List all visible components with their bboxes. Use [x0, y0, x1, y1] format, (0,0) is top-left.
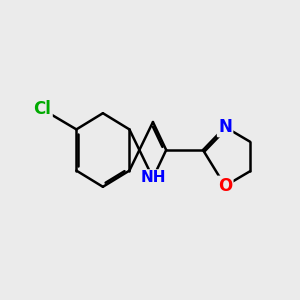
Text: O: O: [218, 177, 232, 195]
Text: Cl: Cl: [34, 100, 52, 118]
Text: NH: NH: [140, 170, 166, 185]
Text: N: N: [218, 118, 232, 136]
